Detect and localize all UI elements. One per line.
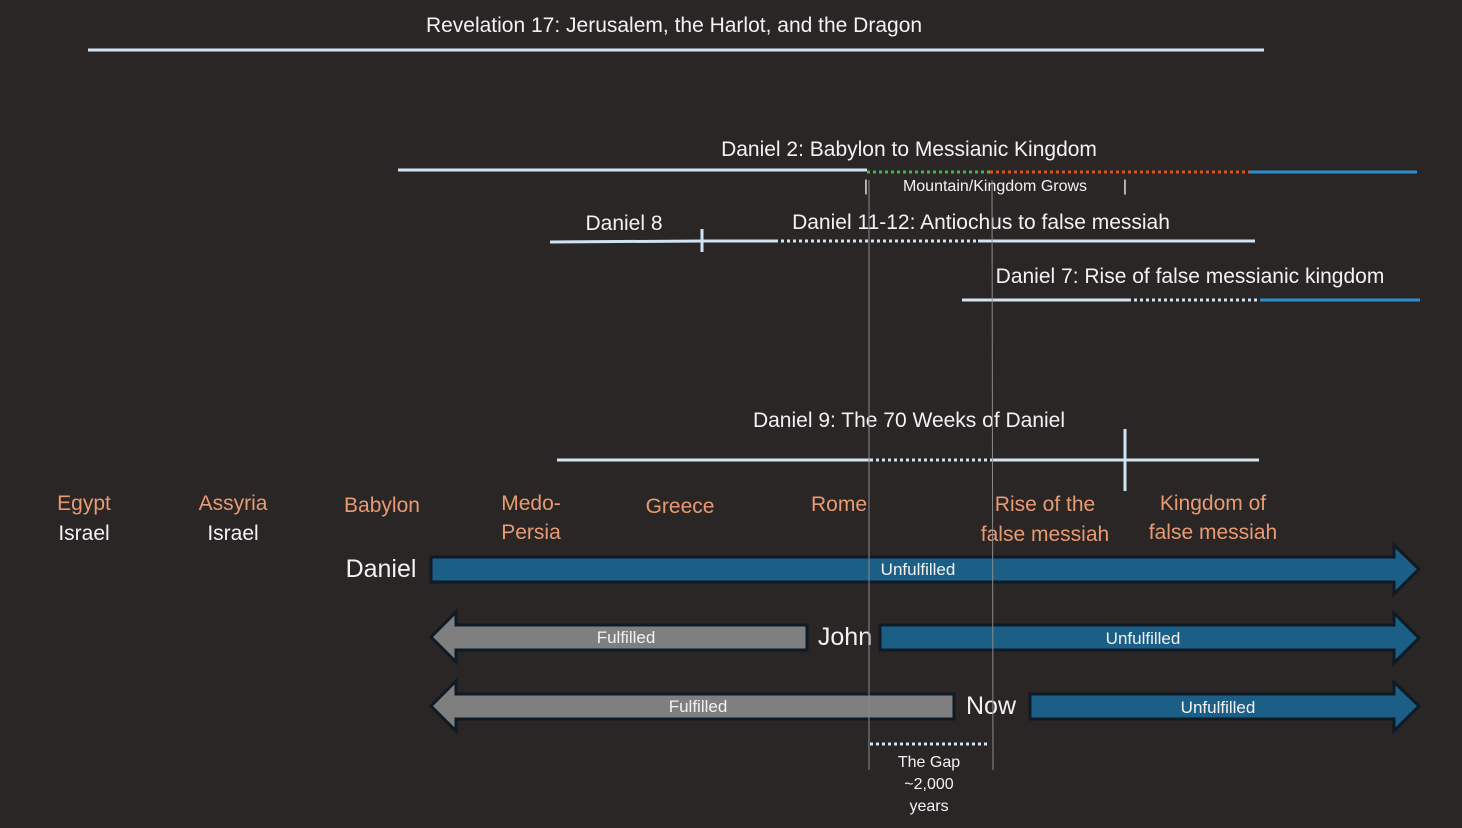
- gap-end-guide: [991, 179, 994, 771]
- kingdom-assyria-name: Assyria: [199, 492, 268, 515]
- daniel-unfulfilled-label: Unfulfilled: [881, 560, 956, 579]
- kingdom-rise-line1: Rise of the: [995, 493, 1095, 516]
- gap-label-line1: The Gap: [898, 754, 960, 771]
- kingdom-egypt-name: Egypt: [57, 492, 111, 515]
- kingdom-medo-persia-line2: Persia: [501, 521, 561, 544]
- daniel-unfulfilled-arrow: [429, 541, 1422, 598]
- john-unfulfilled-arrow: [878, 609, 1422, 667]
- kingdom-egypt-israel: Israel: [58, 522, 109, 545]
- daniel9-title: Daniel 9: The 70 Weeks of Daniel: [753, 409, 1065, 432]
- kingdom-greece-name: Greece: [646, 495, 715, 518]
- daniel2-sub-left-tick: |: [864, 178, 868, 195]
- kingdom-rise-line2: false messiah: [981, 523, 1109, 546]
- john-fulfilled-label: Fulfilled: [597, 628, 656, 647]
- daniel11-12-title: Daniel 11-12: Antiochus to false messiah: [792, 211, 1170, 234]
- kingdom-assyria-israel: Israel: [207, 522, 258, 545]
- perspective-john-label: John: [818, 623, 872, 651]
- kingdom-rome-name: Rome: [811, 493, 867, 516]
- kingdom-false-line2: false messiah: [1149, 521, 1277, 544]
- now-unfulfilled-arrow: [1028, 678, 1422, 735]
- perspective-now-label: Now: [966, 692, 1017, 720]
- daniel2-subtitle: Mountain/Kingdom Grows: [903, 178, 1087, 195]
- now-fulfilled-arrow: [428, 677, 956, 735]
- gap-label-line2: ~2,000: [904, 776, 953, 793]
- daniel2-sub-right-tick: |: [1123, 178, 1127, 195]
- now-fulfilled-label: Fulfilled: [669, 697, 728, 716]
- john-unfulfilled-label: Unfulfilled: [1106, 629, 1181, 648]
- revelation17-title: Revelation 17: Jerusalem, the Harlot, an…: [426, 14, 922, 37]
- kingdom-false-line1: Kingdom of: [1160, 492, 1266, 515]
- daniel8-title: Daniel 8: [585, 212, 662, 235]
- kingdom-medo-persia-line1: Medo-: [501, 492, 561, 515]
- kingdom-babylon-name: Babylon: [344, 494, 420, 517]
- gap-label-line3: years: [909, 798, 948, 815]
- daniel2-title: Daniel 2: Babylon to Messianic Kingdom: [721, 138, 1097, 161]
- daniel7-title: Daniel 7: Rise of false messianic kingdo…: [996, 265, 1385, 288]
- daniel8-line: [549, 239, 703, 244]
- perspective-daniel-label: Daniel: [346, 555, 417, 583]
- now-unfulfilled-label: Unfulfilled: [1181, 698, 1256, 717]
- john-fulfilled-arrow: [428, 608, 809, 666]
